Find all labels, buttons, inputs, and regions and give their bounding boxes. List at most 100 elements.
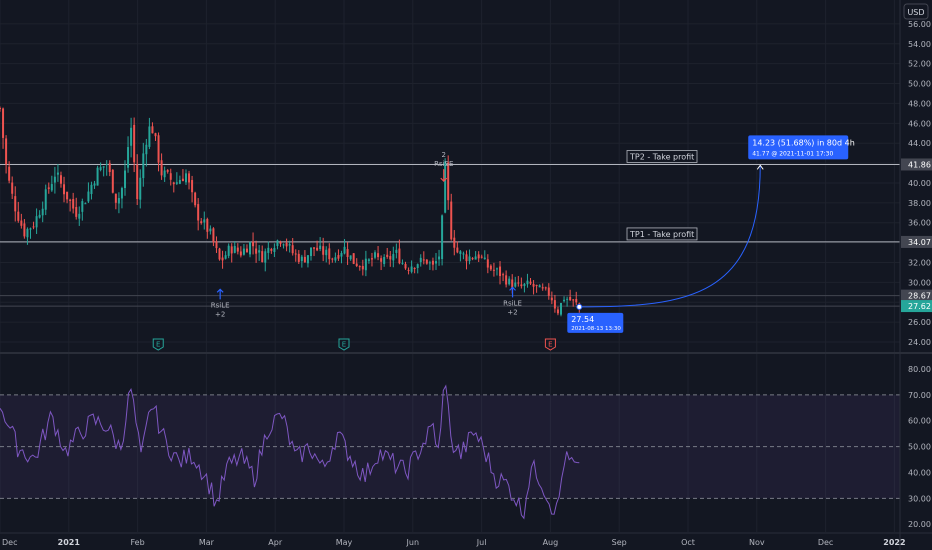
projection-detail: 41.77 @ 2021-11-01 17:30 <box>752 150 833 157</box>
candle-body <box>447 162 450 201</box>
candle-body <box>550 297 553 301</box>
currency-label[interactable]: USD <box>903 3 929 20</box>
candle-body <box>47 187 50 189</box>
price-badge-text: 41.86 <box>908 160 931 169</box>
rsi-tick-label: 80.00 <box>908 365 931 374</box>
candle-body <box>569 296 572 301</box>
earnings-marker[interactable]: E <box>338 338 350 351</box>
candle-body <box>441 215 444 260</box>
candle-body <box>227 245 230 256</box>
projection-start-price: 27.54 <box>571 315 594 324</box>
candle-body <box>340 253 343 257</box>
candle-body <box>166 170 169 172</box>
candle-body <box>172 182 175 185</box>
take-profit-box <box>626 150 698 163</box>
time-tick-label: Dec <box>818 538 833 547</box>
candle-body <box>133 124 136 163</box>
candle-body <box>69 199 72 201</box>
projection[interactable]: 14.23 (51.68%) in 80d 4h 41.77 @ 2021-11-… <box>567 135 855 333</box>
candle-body <box>26 228 29 238</box>
candle-body <box>556 309 559 314</box>
long-signal-name: RsiLE <box>503 299 522 307</box>
candle-body <box>334 257 337 261</box>
candle-body <box>117 198 120 204</box>
price-tick-label: 48.00 <box>908 99 931 108</box>
earnings-badge <box>152 338 164 351</box>
candle-body <box>261 251 264 263</box>
candle-body <box>279 242 282 244</box>
earnings-badge <box>544 338 556 351</box>
price-tick-label: 44.00 <box>908 139 931 148</box>
earnings-marker[interactable]: E <box>152 338 164 351</box>
candle-body <box>81 201 84 212</box>
candle-body <box>444 161 447 213</box>
earnings-label: E <box>342 341 346 349</box>
projection-start-point[interactable] <box>576 303 583 310</box>
candle-body <box>53 176 56 183</box>
candle-body <box>142 153 145 179</box>
price-tick-label: 36.00 <box>908 219 931 228</box>
projection-info-box[interactable]: 14.23 (51.68%) in 80d 4h 41.77 @ 2021-11-… <box>748 135 855 160</box>
candle-body <box>386 254 389 257</box>
candle-body <box>352 253 355 264</box>
candle-body <box>93 183 96 186</box>
candle-body <box>160 160 163 176</box>
candle-body <box>130 127 133 146</box>
take-profit-label[interactable]: TP2 - Take profit <box>626 150 698 163</box>
time-tick-label: Oct <box>681 538 695 547</box>
candle-body <box>267 247 270 253</box>
candle-body <box>41 208 44 216</box>
candle-body <box>431 260 434 265</box>
candle-body <box>200 221 203 224</box>
projection-start-bg <box>567 312 624 333</box>
candle-body <box>17 211 20 221</box>
candle-body <box>395 249 398 253</box>
candle-body <box>325 249 328 256</box>
candle-body <box>428 262 431 264</box>
candle-body <box>380 258 383 262</box>
candle-body <box>194 192 197 206</box>
candle-body <box>44 189 47 210</box>
candle-body <box>413 268 416 270</box>
long-signal-arrow <box>509 286 516 298</box>
earnings-marker[interactable]: E <box>544 338 556 351</box>
earnings-label: E <box>548 341 552 349</box>
candle-body <box>419 257 422 263</box>
candle-body <box>541 287 544 289</box>
time-tick-label: Mar <box>199 538 215 547</box>
candle-body <box>505 275 508 285</box>
candle-body <box>358 266 361 268</box>
candle-body <box>191 180 194 193</box>
projection-curve <box>579 165 761 308</box>
candle-body <box>285 242 288 247</box>
short-signal-name: RsiSE <box>434 160 453 168</box>
candle-body <box>203 219 206 223</box>
price-tick-label: 26.00 <box>908 318 931 327</box>
price-badge-bg <box>901 289 932 302</box>
candle-body <box>508 278 511 285</box>
candle-body <box>434 261 437 264</box>
candle-body <box>355 263 358 267</box>
candle-body <box>120 188 123 199</box>
time-tick-label: Apr <box>268 538 283 547</box>
candle-body <box>538 285 541 288</box>
candle-body <box>322 246 325 255</box>
short-signal-arrow <box>440 169 448 182</box>
candle-body <box>212 228 215 243</box>
candle-body <box>492 269 495 271</box>
candlestick-series <box>0 106 581 317</box>
candle-body <box>75 207 78 217</box>
candle-body <box>124 170 127 189</box>
candle-body <box>300 256 303 262</box>
candle-body <box>468 256 471 262</box>
candle-body <box>148 126 151 147</box>
horizontal-lines[interactable]: TP2 - Take profit TP1 - Take profit <box>0 150 900 307</box>
candle-body <box>169 173 172 180</box>
candle-body <box>517 282 520 284</box>
take-profit-label[interactable]: TP1 - Take profit <box>626 227 698 241</box>
projection-start-box[interactable]: 27.54 2021-08-13 13:30 <box>567 312 624 333</box>
candle-body <box>349 255 352 260</box>
